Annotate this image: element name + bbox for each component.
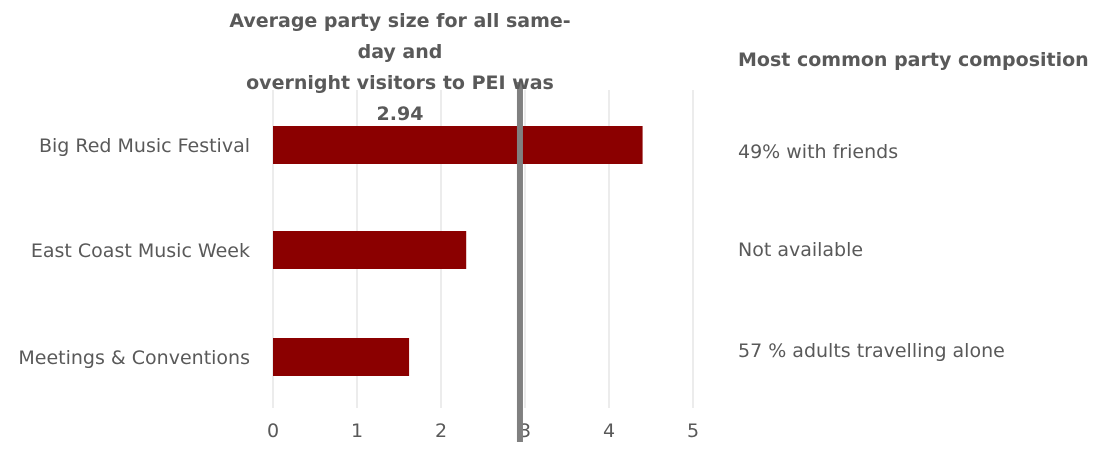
composition-header: Most common party composition [738, 49, 1089, 71]
chart-title-line-1: Average party size for all same-day and [229, 10, 571, 63]
category-label: Meetings & Conventions [18, 347, 250, 369]
chart-title: Average party size for all same-day and … [225, 6, 575, 130]
category-label: East Coast Music Week [31, 240, 250, 262]
composition-item: Not available [738, 239, 864, 261]
chart-title-line-2: overnight visitors to PEI was 2.94 [246, 72, 554, 125]
composition-item: 49% with friends [738, 141, 899, 163]
x-tick-label: 5 [687, 420, 699, 442]
average-reference-line [516, 82, 523, 442]
bar [273, 126, 643, 164]
composition-item: 57 % adults travelling alone [738, 340, 1005, 362]
x-tick-label: 4 [603, 420, 615, 442]
x-tick-label: 0 [267, 420, 279, 442]
bar [273, 231, 467, 269]
x-tick-label: 2 [435, 420, 447, 442]
category-label: Big Red Music Festival [39, 135, 250, 157]
bar [273, 338, 410, 376]
x-tick-label: 1 [351, 420, 363, 442]
